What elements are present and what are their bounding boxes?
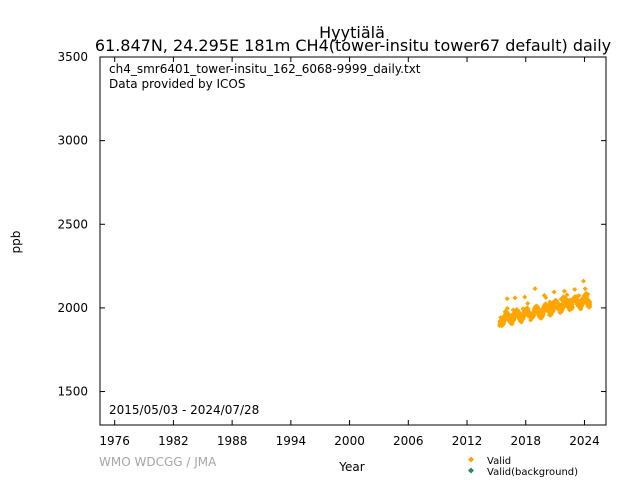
data-point [585, 291, 591, 297]
y-axis-label: ppb [9, 231, 23, 254]
data-point-spike [522, 294, 528, 300]
y-axis: 1500 2000 2500 3000 3500 [57, 50, 606, 399]
data-point-spike [551, 289, 557, 295]
plot-area [99, 56, 607, 426]
data-point [569, 304, 575, 310]
data-point [587, 301, 593, 307]
y-tick-label: 3500 [57, 50, 88, 64]
x-tick-label: 1976 [99, 434, 130, 448]
x-tick-label: 2000 [334, 434, 365, 448]
legend-label-valid-background: Valid(background) [487, 467, 578, 478]
footer-credit: WMO WDCGG / JMA [99, 455, 217, 469]
data-point [582, 286, 588, 292]
data-point-spike [512, 295, 518, 301]
data-point-spike [572, 287, 578, 293]
x-tick-label: 2018 [510, 434, 541, 448]
data-point [564, 292, 570, 298]
y-tick-label: 2000 [57, 301, 88, 315]
x-tick-label: 1982 [158, 434, 189, 448]
data-point-spike [504, 296, 510, 302]
y-tick-label: 3000 [57, 134, 88, 148]
x-tick-label: 1994 [276, 434, 307, 448]
legend-marker-valid [468, 456, 474, 463]
x-tick-label: 2006 [393, 434, 424, 448]
x-tick-label: 2012 [452, 434, 483, 448]
x-axis-label: Year [338, 460, 364, 474]
chart-title: Hyytiälä [319, 23, 385, 42]
chart-subtitle: 61.847N, 24.295E 181m CH4(tower-insitu t… [95, 36, 611, 55]
legend-item-valid-background: Valid(background) [468, 467, 578, 478]
legend: Valid Valid(background) [468, 456, 578, 478]
y-tick-label: 2500 [57, 217, 88, 231]
file-label: ch4_smr6401_tower-insitu_162_6068-9999_d… [109, 62, 421, 76]
x-tick-label: 1988 [217, 434, 248, 448]
legend-item-valid: Valid [468, 456, 511, 467]
data-point [576, 293, 582, 299]
data-point-spike [561, 288, 567, 294]
data-point [560, 304, 566, 310]
legend-label-valid: Valid [487, 456, 511, 467]
legend-marker-valid-background [468, 467, 474, 474]
data-points [497, 278, 593, 329]
data-point-spike [541, 292, 547, 298]
data-point-spike [580, 278, 586, 284]
data-point [525, 301, 531, 307]
date-range-label: 2015/05/03 - 2024/07/28 [109, 403, 259, 417]
data-point-spike [532, 286, 538, 292]
data-point [504, 305, 510, 311]
x-axis: 1976 1982 1988 1994 2000 2006 2012 2018 2024 [99, 57, 600, 448]
x-tick-label: 2024 [569, 434, 600, 448]
y-tick-label: 1500 [57, 385, 88, 399]
provider-label: Data provided by ICOS [109, 77, 245, 91]
